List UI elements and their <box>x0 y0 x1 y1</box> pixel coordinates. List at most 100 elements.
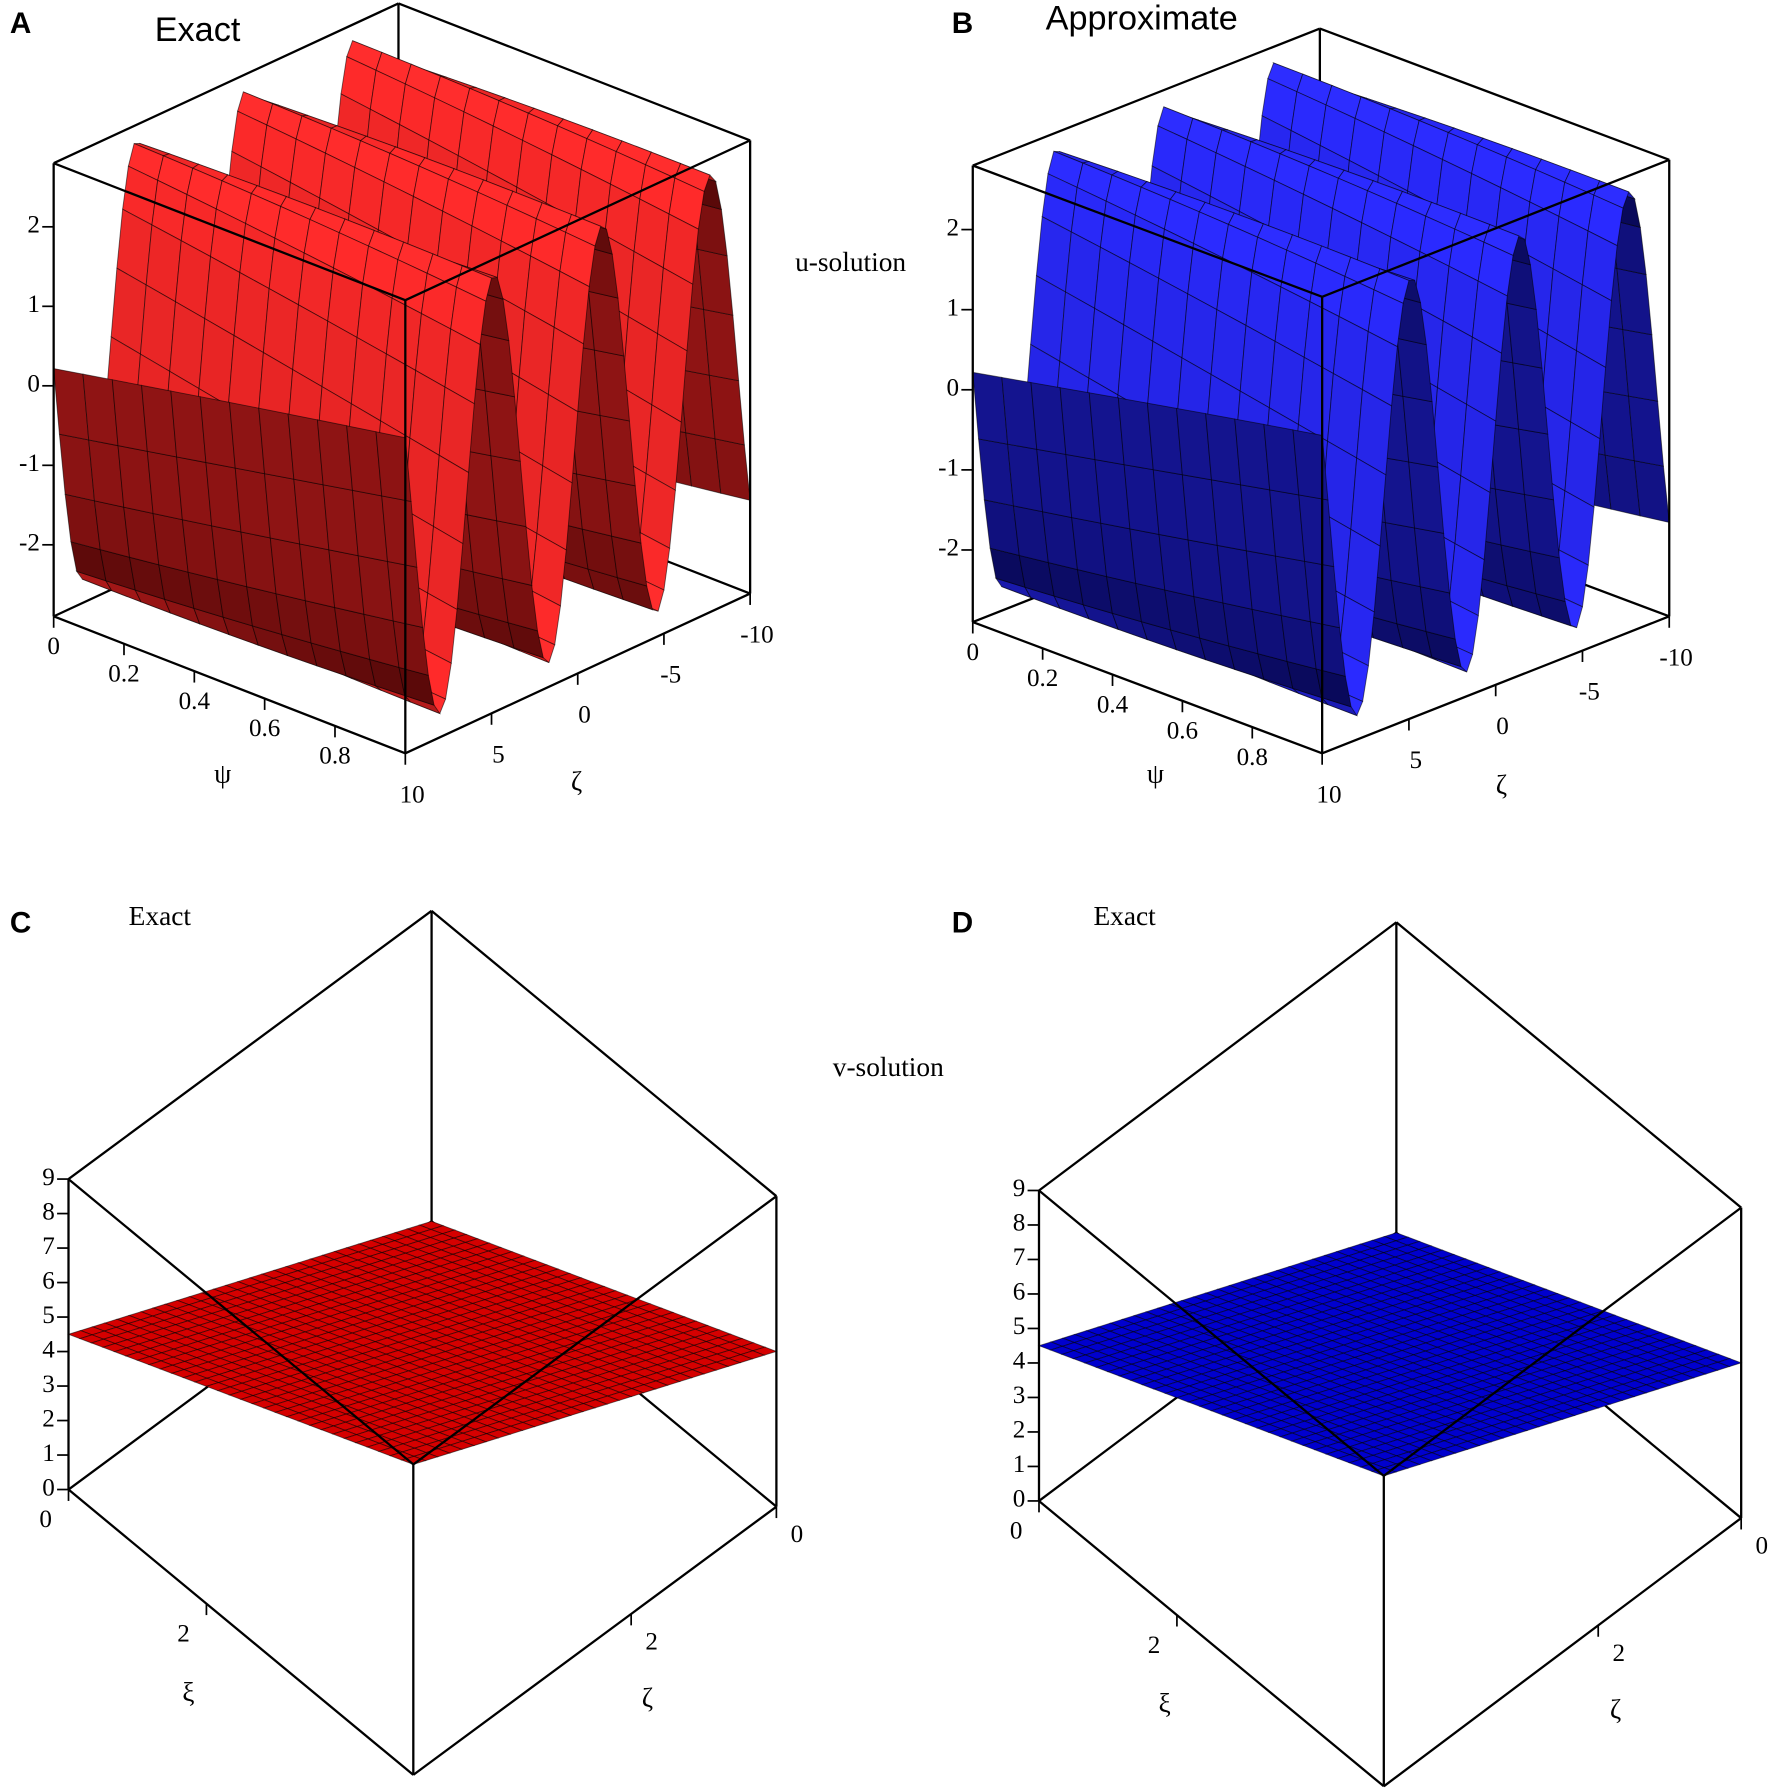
y-tick-label: 5 <box>492 742 505 769</box>
surface-patch <box>1414 527 1450 594</box>
x-tick-label: 0.6 <box>249 715 280 742</box>
surface-patch <box>697 248 734 316</box>
z-tick-label: 3 <box>42 1371 55 1398</box>
box-edge <box>67 909 433 1180</box>
z-tick-label: 6 <box>42 1267 55 1294</box>
surface-patch <box>496 520 533 586</box>
x-axis-label: ψ <box>1147 758 1164 788</box>
surface-patch <box>1512 362 1549 435</box>
z-tick-label: 1 <box>42 1440 55 1467</box>
panel-title: Exact <box>1093 901 1156 931</box>
x-axis-label: ξ <box>1158 1689 1170 1719</box>
surface-patch <box>392 620 429 676</box>
surface-patch <box>588 290 625 357</box>
surface-patch <box>1506 302 1543 369</box>
y-tick-label: 0 <box>1496 713 1509 740</box>
panel-letter: A <box>10 7 31 40</box>
surface-patch <box>484 390 521 462</box>
surface-patch <box>1298 494 1335 568</box>
row-label: u-solution <box>795 247 906 277</box>
x-tick-label: 0 <box>47 633 60 660</box>
box-edge <box>53 162 406 302</box>
z-tick-label: 9 <box>42 1164 55 1191</box>
box-edge <box>972 27 1321 167</box>
z-tick-label: 2 <box>1013 1417 1026 1444</box>
y-tick-label: 0 <box>791 1521 804 1548</box>
z-tick-label: 4 <box>1013 1348 1026 1375</box>
y-axis-label: ζ <box>642 1683 653 1713</box>
box-edge <box>1038 1189 1385 1477</box>
z-tick-label: 2 <box>947 214 960 241</box>
z-tick-label: 8 <box>42 1198 55 1225</box>
surface-patch <box>703 308 740 382</box>
panel-title: Approximate <box>1046 0 1238 38</box>
x-tick-label: 2 <box>1148 1632 1161 1659</box>
box-edge <box>67 1488 415 1776</box>
x-tick-label: 0.2 <box>1027 665 1058 692</box>
surface-patch <box>375 431 412 503</box>
z-tick-label: 0 <box>1013 1486 1026 1513</box>
surface-patch <box>1518 428 1555 501</box>
panel-title: Exact <box>155 11 241 49</box>
z-tick-label: -1 <box>19 450 40 477</box>
x-tick-label: 0 <box>39 1506 52 1533</box>
panel-title: Exact <box>129 901 192 931</box>
box-edge <box>1383 1517 1742 1788</box>
box-edge <box>404 139 751 302</box>
box-edge <box>1395 921 1742 1209</box>
y-tick-label: 10 <box>1316 781 1341 808</box>
z-tick-label: 7 <box>1013 1244 1026 1271</box>
surface-patch <box>599 414 636 487</box>
z-tick-label: 6 <box>1013 1279 1026 1306</box>
row-label: v-solution <box>833 1052 944 1082</box>
x-axis-label: ψ <box>214 758 231 788</box>
surface-patch <box>714 438 751 501</box>
box-edge <box>430 909 778 1198</box>
surface-patch <box>1396 337 1433 403</box>
surface-patch <box>593 349 630 422</box>
surface-patch <box>605 479 642 544</box>
surface-patch <box>490 455 527 528</box>
x-tick-label: 0.4 <box>1097 691 1129 718</box>
z-tick-label: 5 <box>42 1302 55 1329</box>
surface-patch <box>1633 460 1670 524</box>
box-edge <box>412 1505 778 1776</box>
x-axis-label: ξ <box>182 1677 194 1707</box>
z-tick-label: 2 <box>27 212 40 239</box>
panel: 0 1 2 3 4 5 6 7 8 9 0 2 0 2 ξ ζ C Exact <box>10 901 804 1776</box>
box-edge <box>412 1195 778 1466</box>
surface-patch <box>1616 267 1653 336</box>
box-edge <box>53 615 406 755</box>
surface-patch <box>381 495 418 568</box>
surface-patch <box>1402 395 1439 468</box>
y-tick-label: 2 <box>645 1628 658 1655</box>
box-edge <box>398 2 751 142</box>
y-tick-label: 5 <box>1409 747 1422 774</box>
box-edge <box>1321 158 1670 298</box>
z-tick-label: 9 <box>1013 1175 1026 1202</box>
surface-patch <box>1309 621 1346 677</box>
x-tick-label: 0.8 <box>319 743 350 770</box>
y-axis-label: ζ <box>571 766 582 796</box>
surface-patch <box>708 374 745 446</box>
z-tick-label: 0 <box>42 1474 55 1501</box>
y-tick-label: -10 <box>1659 644 1692 671</box>
z-tick-label: -2 <box>938 535 959 562</box>
z-tick-label: 1 <box>27 291 40 318</box>
box-edge <box>1038 1500 1385 1788</box>
box-edge <box>1319 27 1670 161</box>
box-edge <box>972 164 1323 298</box>
surface-patch <box>1292 429 1329 501</box>
x-tick-label: 2 <box>177 1620 190 1647</box>
y-axis-label: ζ <box>1496 770 1507 800</box>
z-tick-label: 3 <box>1013 1382 1026 1409</box>
panel-letter: B <box>952 7 973 40</box>
x-tick-label: 0 <box>1010 1518 1023 1545</box>
x-tick-label: 0 <box>966 639 979 666</box>
y-tick-label: -5 <box>660 662 681 689</box>
z-tick-label: 1 <box>1013 1451 1026 1478</box>
panel: 0 1 2 3 4 5 6 7 8 9 0 2 0 2 ξ ζ D Exact <box>952 901 1768 1788</box>
y-axis-label: ζ <box>1610 1694 1621 1724</box>
surface-patch <box>1622 328 1659 402</box>
